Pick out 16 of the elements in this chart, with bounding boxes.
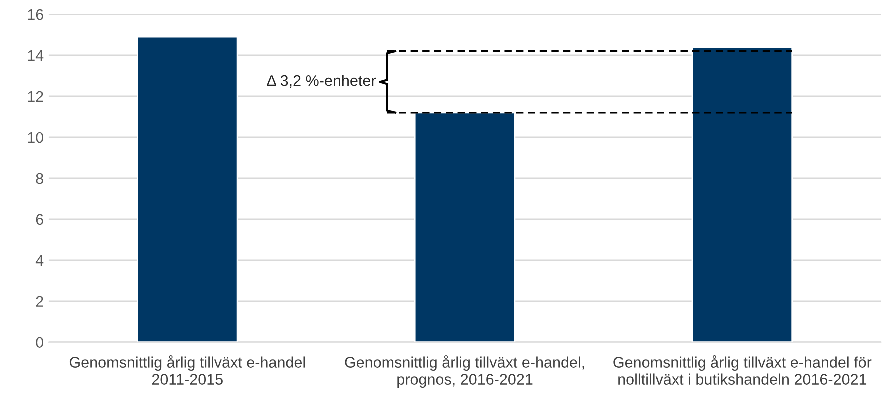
y-tick-label: 2 <box>36 296 44 307</box>
y-tick-label: 12 <box>28 91 44 102</box>
annotation: Δ 3,2 %-enheter <box>267 75 376 88</box>
y-tick-label: 0 <box>36 337 44 348</box>
y-tick-label: 8 <box>36 173 44 184</box>
x-tick-label: Genomsnittlig årlig tillväxt e-handel, prognos, 2016-2021 <box>345 355 584 388</box>
bar <box>137 36 238 342</box>
x-tick-label: Genomsnittlig årlig tillväxt e-handel för nolltillväxt i butikshandeln 2016-2021 <box>614 355 872 385</box>
x-tick-label: Genomsnittlig årlig tillväxt e-handel 2011-2015 <box>70 355 306 385</box>
y-tick-label: 14 <box>28 50 44 62</box>
bar <box>692 46 794 342</box>
y-tick-label: 10 <box>28 132 44 144</box>
y-tick-label: 16 <box>28 9 44 20</box>
y-tick-label: 4 <box>36 255 44 266</box>
bar <box>414 112 516 342</box>
y-tick-label: 6 <box>36 214 44 226</box>
